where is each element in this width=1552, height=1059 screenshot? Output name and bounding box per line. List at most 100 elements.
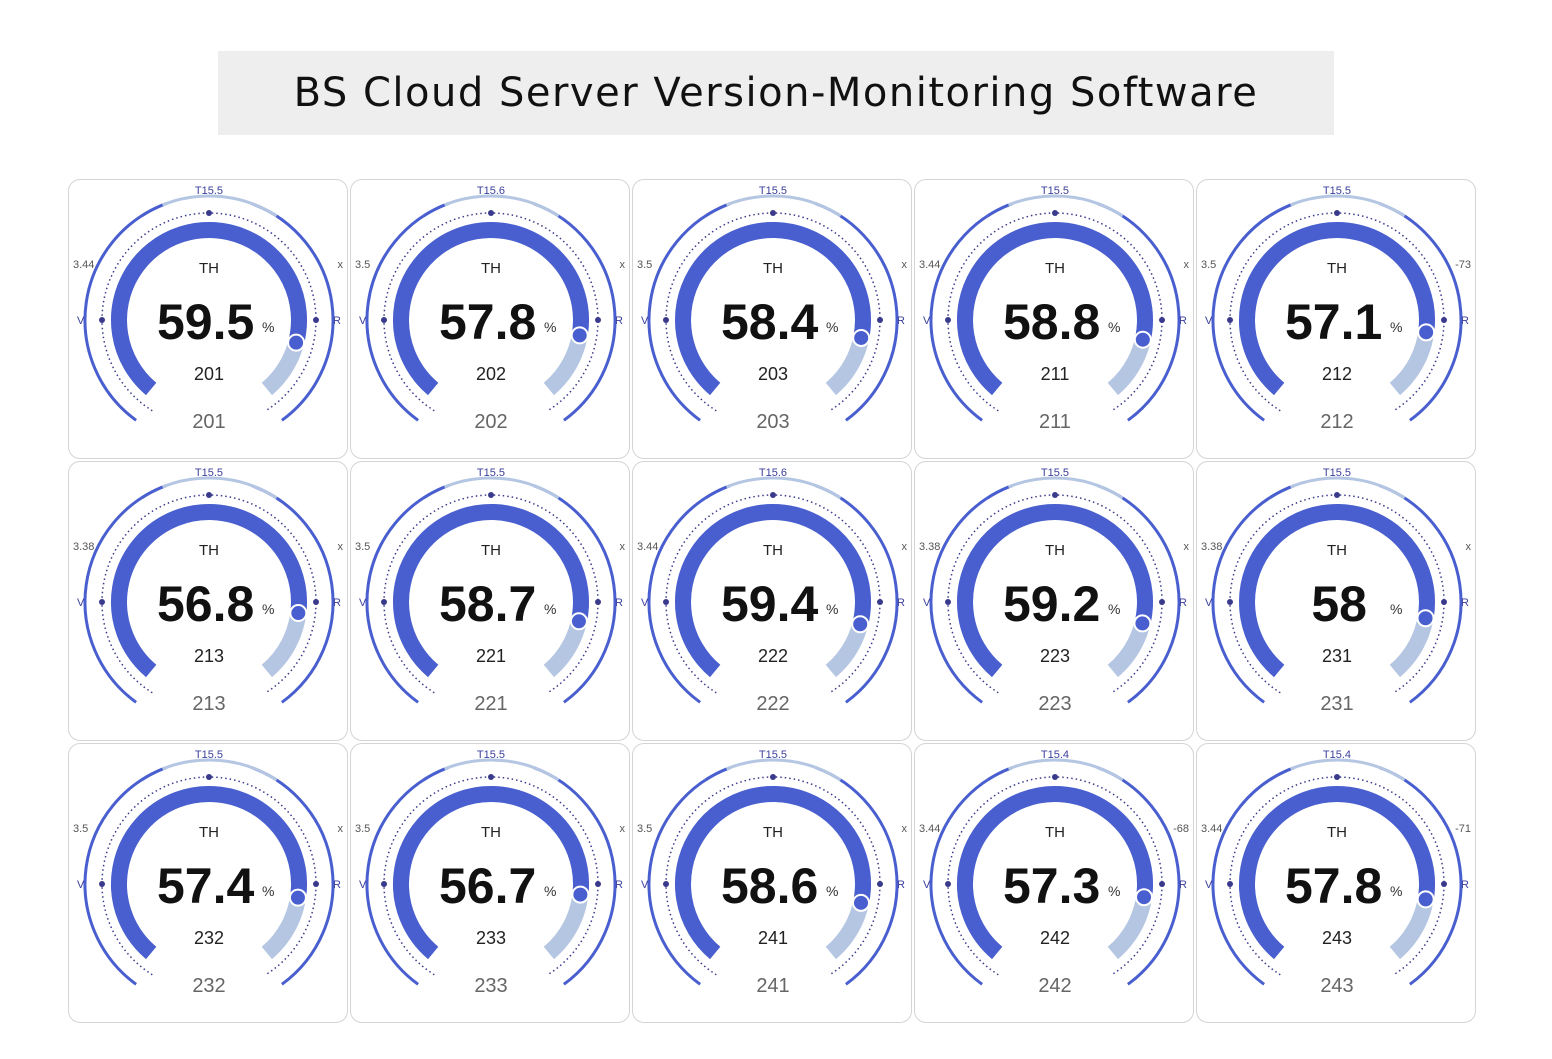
gauge-dial <box>83 476 335 704</box>
dotted-ring <box>1229 494 1445 694</box>
outer-arc-left <box>83 484 168 704</box>
gauge-card[interactable]: T15.6 3.5 x V R TH 57.8% 202 202 <box>350 179 630 459</box>
gauge-center-label: TH <box>1327 824 1347 841</box>
gauge-card[interactable]: T15.5 3.5 x V R TH 58.4% 203 203 <box>632 179 912 459</box>
dotted-ring <box>947 494 1163 694</box>
outer-arc-left <box>647 202 732 422</box>
gauge-footer-id: 231 <box>1320 693 1354 715</box>
page-title: BS Cloud Server Version-Monitoring Softw… <box>293 70 1259 116</box>
gauge-left-label: 3.38 <box>73 541 95 553</box>
gauge-dial <box>365 758 617 986</box>
gauge-card[interactable]: T15.6 3.44 x V R TH 59.4% 222 222 <box>632 461 912 741</box>
ring-marker <box>1334 774 1340 780</box>
outer-arc-top-start <box>986 203 1010 218</box>
gauge-unit: % <box>1390 883 1403 899</box>
ring-marker <box>945 881 951 887</box>
gauge-footer-id: 212 <box>1320 411 1354 433</box>
gauge-card[interactable]: T15.5 3.38 x V R TH 56.8% 213 213 <box>68 461 348 741</box>
gauge-left-label: 3.5 <box>637 259 653 271</box>
gauge-inner-id: 243 <box>1321 928 1353 948</box>
ring-marker <box>1441 317 1447 323</box>
outer-arc-right <box>532 484 617 704</box>
ring-marker <box>1227 881 1233 887</box>
gauge-card[interactable]: T15.5 3.44 x V R TH 59.5% 201 201 <box>68 179 348 459</box>
gauge-top-label: T15.5 <box>194 467 224 479</box>
gauge-value: 57.1 <box>1285 294 1383 350</box>
ring-marker <box>595 317 601 323</box>
outer-arc-top-start <box>1268 485 1292 500</box>
outer-arc-top-start <box>422 203 446 218</box>
gauge-progress <box>957 504 1153 678</box>
ring-marker <box>381 881 387 887</box>
gauge-top-label: T15.5 <box>476 467 506 479</box>
gauge-footer-id: 242 <box>1038 975 1072 997</box>
dotted-ring <box>1229 776 1445 976</box>
gauge-right-label: x <box>901 823 908 835</box>
gauge-side-left: V <box>641 597 649 609</box>
gauge-progress <box>111 786 307 960</box>
gauge-card[interactable]: T15.5 3.38 x V R TH 59.2% 223 223 <box>914 461 1194 741</box>
gauge-left-label: 3.5 <box>73 823 89 835</box>
gauge-card[interactable]: T15.4 3.44 -71 V R TH 57.8% 243 243 <box>1196 743 1476 1023</box>
gauge-unit: % <box>262 319 275 335</box>
gauge-center-label: TH <box>481 824 501 841</box>
outer-arc-top-start <box>1268 767 1292 782</box>
outer-arc-right <box>1096 202 1181 422</box>
ring-marker <box>381 317 387 323</box>
gauge-center-label: TH <box>1045 260 1065 277</box>
outer-arc-left <box>1211 484 1296 704</box>
gauge-knob <box>1133 330 1152 349</box>
gauge-left-label: 3.44 <box>637 541 659 553</box>
ring-marker <box>770 492 776 498</box>
gauge-value: 57.4 <box>157 858 255 914</box>
outer-arc-right <box>532 202 617 422</box>
gauge-footer-id: 211 <box>1039 411 1071 433</box>
gauge-left-label: 3.5 <box>355 823 371 835</box>
gauge-card[interactable]: T15.5 3.5 x V R TH 58.6% 241 241 <box>632 743 912 1023</box>
outer-arc-top-start <box>140 203 164 218</box>
gauge-knob <box>851 615 870 634</box>
gauge-right-label: x <box>619 541 626 553</box>
ring-marker <box>99 881 105 887</box>
gauge-footer-id: 201 <box>192 411 226 433</box>
gauge-right-label: x <box>337 259 344 271</box>
gauge-side-left: V <box>359 315 367 327</box>
gauge-card[interactable]: T15.5 3.5 x V R TH 57.4% 232 232 <box>68 743 348 1023</box>
gauge-knob <box>288 888 307 907</box>
gauge-unit: % <box>262 601 275 617</box>
gauge-value: 58.6 <box>721 858 819 914</box>
gauge-inner-id: 211 <box>1040 364 1070 384</box>
gauge-card[interactable]: T15.5 3.5 x V R TH 58.7% 221 221 <box>350 461 630 741</box>
gauge-side-left: V <box>1205 879 1213 891</box>
gauge-progress <box>675 222 871 396</box>
gauge-top-label: T15.5 <box>476 749 506 761</box>
gauge-right-label: x <box>619 259 626 271</box>
outer-arc-right <box>814 766 899 986</box>
gauge-inner-id: 221 <box>475 646 507 666</box>
outer-arc-right <box>1378 484 1463 704</box>
gauge-top-label: T15.5 <box>758 185 788 197</box>
gauge-top-label: T15.5 <box>194 749 224 761</box>
gauge-right-label: -71 <box>1455 823 1471 835</box>
gauge-footer-id: 202 <box>474 411 508 433</box>
gauge-side-left: V <box>641 879 649 891</box>
gauge-inner-id: 233 <box>475 928 507 948</box>
gauge-side-right: R <box>333 315 341 327</box>
gauge-inner-id: 213 <box>193 646 225 666</box>
gauge-center-label: TH <box>199 542 219 559</box>
gauge-card[interactable]: T15.4 3.44 -68 V R TH 57.3% 242 242 <box>914 743 1194 1023</box>
gauge-card[interactable]: T15.5 3.5 -73 V R TH 57.1% 212 212 <box>1196 179 1476 459</box>
gauge-dial <box>1211 758 1463 986</box>
gauge-center-label: TH <box>199 824 219 841</box>
gauge-center-label: TH <box>1045 824 1065 841</box>
gauge-progress <box>111 504 307 678</box>
gauge-card[interactable]: T15.5 3.5 x V R TH 56.7% 233 233 <box>350 743 630 1023</box>
outer-arc-left <box>83 766 168 986</box>
gauge-footer-id: 222 <box>756 693 790 715</box>
ring-marker <box>877 599 883 605</box>
gauge-side-right: R <box>1461 597 1469 609</box>
gauge-side-right: R <box>1179 879 1187 891</box>
gauge-card[interactable]: T15.5 3.38 x V R TH 58% 231 231 <box>1196 461 1476 741</box>
gauge-card[interactable]: T15.5 3.44 x V R TH 58.8% 211 211 <box>914 179 1194 459</box>
gauge-side-left: V <box>77 315 85 327</box>
